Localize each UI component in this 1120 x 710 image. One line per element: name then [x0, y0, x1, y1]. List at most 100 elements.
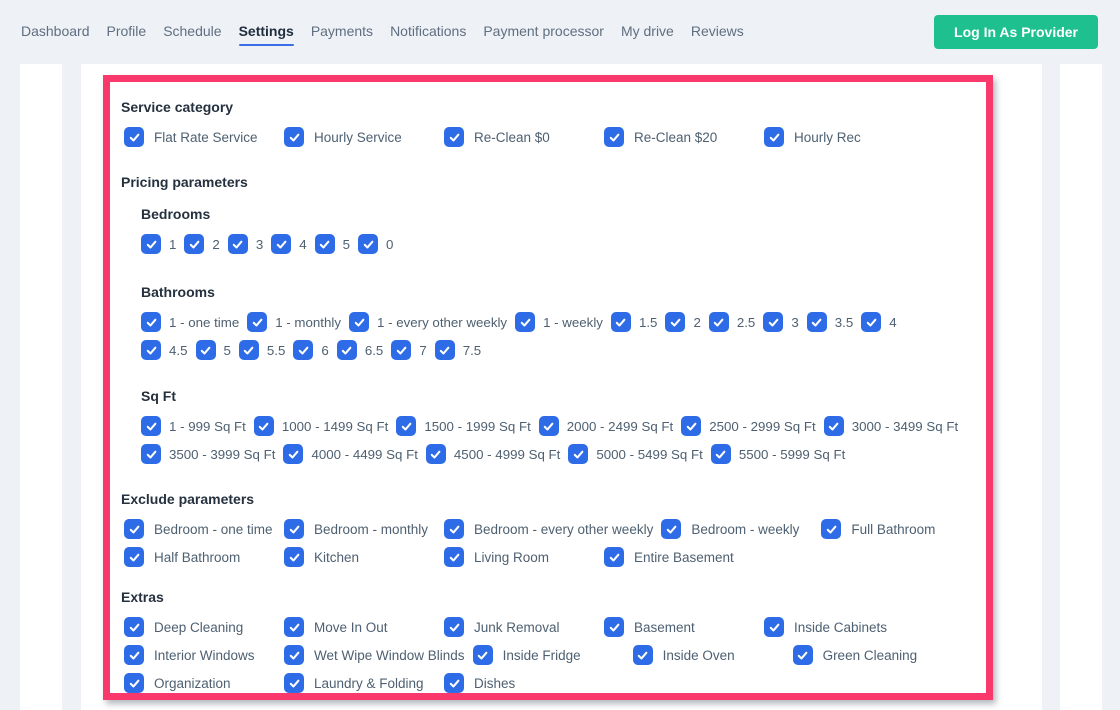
checkbox-label: 0	[386, 236, 394, 252]
checkbox[interactable]	[632, 645, 653, 665]
checkbox[interactable]	[284, 645, 304, 665]
checkbox[interactable]	[124, 519, 144, 539]
checkbox[interactable]	[515, 312, 536, 332]
nav-item-profile[interactable]: Profile	[106, 23, 147, 39]
checkbox[interactable]	[396, 416, 417, 436]
checkbox[interactable]	[538, 416, 559, 436]
checkbox-item-basement: Basement	[604, 617, 764, 637]
checkbox[interactable]	[124, 645, 144, 665]
checkbox[interactable]	[708, 312, 729, 332]
checkbox[interactable]	[336, 340, 357, 360]
checkbox[interactable]	[604, 617, 624, 637]
check-icon	[769, 133, 779, 141]
checkbox[interactable]	[253, 416, 274, 436]
checkbox[interactable]	[284, 673, 304, 693]
checkbox[interactable]	[444, 547, 464, 567]
checkbox-item-deep-cleaning: Deep Cleaning	[124, 617, 284, 637]
checkbox[interactable]	[284, 519, 304, 539]
checkbox-rows: Deep Cleaning Move In Out Junk Removal Base…	[121, 617, 982, 693]
checkbox[interactable]	[861, 312, 882, 332]
nav-item-dashboard[interactable]: Dashboard	[21, 23, 90, 39]
checkbox[interactable]	[124, 547, 144, 567]
checkbox-item-6: 6	[293, 340, 329, 360]
check-icon	[449, 525, 459, 533]
checkbox[interactable]	[391, 340, 412, 360]
checkbox[interactable]	[284, 127, 304, 147]
checkbox-label: 2	[693, 314, 701, 330]
checkbox[interactable]	[227, 234, 248, 254]
nav-item-reviews[interactable]: Reviews	[690, 23, 744, 39]
checkbox[interactable]	[444, 617, 464, 637]
checkbox-label: Re-Clean $0	[474, 129, 550, 145]
checkbox[interactable]	[444, 519, 464, 539]
checkbox-item-wet-wipe-window-blinds: Wet Wipe Window Blinds	[284, 645, 473, 665]
nav-item-payment-processor[interactable]: Payment processor	[483, 23, 604, 39]
checkbox[interactable]	[763, 312, 784, 332]
checkbox-item-2: 2	[184, 234, 220, 254]
checkbox-item-3: 3	[763, 312, 799, 332]
checkbox[interactable]	[141, 444, 161, 464]
checkbox[interactable]	[806, 312, 827, 332]
checkbox[interactable]	[764, 617, 784, 637]
checkbox[interactable]	[283, 444, 304, 464]
checkbox[interactable]	[238, 340, 259, 360]
checkbox[interactable]	[284, 547, 304, 567]
checkbox[interactable]	[823, 416, 844, 436]
check-icon	[289, 651, 299, 659]
nav-item-schedule[interactable]: Schedule	[163, 23, 222, 39]
log-in-as-provider-button[interactable]: Log In As Provider	[934, 15, 1098, 49]
checkbox[interactable]	[284, 617, 304, 637]
checkbox[interactable]	[604, 547, 624, 567]
checkbox[interactable]	[271, 234, 292, 254]
checkbox[interactable]	[141, 312, 161, 332]
checkbox[interactable]	[681, 416, 702, 436]
checkbox[interactable]	[821, 519, 842, 539]
checkbox[interactable]	[124, 673, 144, 693]
checkbox[interactable]	[184, 234, 205, 254]
checkbox-label: Inside Fridge	[502, 647, 581, 663]
checkbox-item-5: 5	[195, 340, 231, 360]
nav-item-payments[interactable]: Payments	[310, 23, 374, 39]
check-icon	[289, 525, 299, 533]
checkbox[interactable]	[710, 444, 731, 464]
checkbox[interactable]	[124, 127, 144, 147]
checkbox[interactable]	[661, 519, 682, 539]
checkbox-item-2-5: 2.5	[708, 312, 755, 332]
checkbox[interactable]	[141, 416, 161, 436]
checkbox[interactable]	[764, 127, 784, 147]
checkbox[interactable]	[472, 645, 493, 665]
checkbox-label: 4000 - 4499 Sq Ft	[311, 446, 418, 462]
highlighted-settings-region: Service category Flat Rate Service Hourly …	[103, 75, 993, 700]
nav-item-settings[interactable]: Settings	[238, 19, 295, 46]
checkbox[interactable]	[792, 645, 813, 665]
section-title: Bedrooms	[141, 206, 211, 222]
checkbox[interactable]	[358, 234, 379, 254]
checkbox[interactable]	[444, 127, 464, 147]
checkbox[interactable]	[434, 340, 455, 360]
checkbox[interactable]	[293, 340, 314, 360]
checkbox-item-green-cleaning: Green Cleaning	[792, 645, 953, 665]
checkbox[interactable]	[124, 617, 144, 637]
checkbox[interactable]	[247, 312, 268, 332]
checkbox[interactable]	[665, 312, 686, 332]
check-icon	[670, 318, 681, 326]
checkbox-item-1-monthly: 1 - monthly	[247, 312, 341, 332]
checkbox[interactable]	[610, 312, 631, 332]
check-icon	[609, 133, 619, 141]
checkbox-label: 5.5	[266, 342, 286, 358]
checkbox[interactable]	[141, 340, 161, 360]
checkbox-label: Inside Oven	[662, 647, 735, 663]
checkbox[interactable]	[141, 234, 161, 254]
checkbox[interactable]	[604, 127, 624, 147]
checkbox[interactable]	[314, 234, 335, 254]
checkbox[interactable]	[568, 444, 589, 464]
nav-item-notifications[interactable]: Notifications	[390, 23, 467, 39]
checkbox[interactable]	[425, 444, 446, 464]
nav-item-my-drive[interactable]: My drive	[620, 23, 674, 39]
checkbox-row: 1 - one time 1 - monthly 1 - every other w…	[141, 312, 982, 332]
checkbox[interactable]	[195, 340, 216, 360]
section-title: Sq Ft	[141, 388, 176, 404]
checkbox-label: 1 - one time	[169, 314, 240, 330]
checkbox[interactable]	[444, 673, 464, 693]
checkbox[interactable]	[349, 312, 369, 332]
